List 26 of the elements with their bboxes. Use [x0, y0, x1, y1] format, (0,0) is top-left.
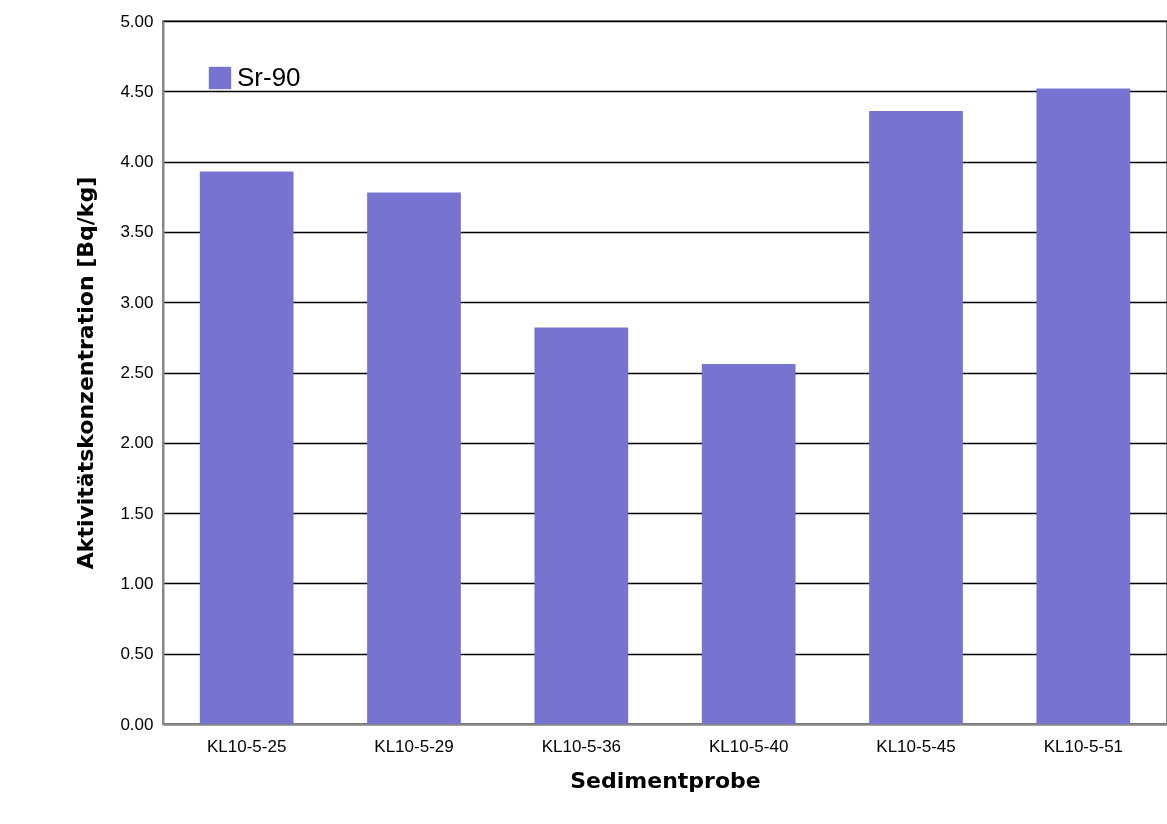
bar — [1036, 88, 1131, 724]
x-tick-label: KL10-5-51 — [1043, 736, 1124, 756]
y-tick-label: 2.00 — [120, 433, 154, 453]
x-tick-label: KL10-5-40 — [708, 736, 789, 756]
y-tick-label: 1.50 — [120, 503, 154, 523]
bar — [367, 192, 461, 724]
x-tick-label: KL10-5-29 — [374, 736, 454, 756]
y-tick-label: 0.00 — [120, 714, 154, 734]
x-tick-label: KL10-5-25 — [206, 736, 287, 756]
x-tick-label: KL10-5-45 — [876, 736, 956, 756]
y-tick-label: 4.50 — [120, 81, 154, 101]
bar — [199, 171, 294, 724]
y-tick-label: 1.00 — [120, 573, 154, 593]
y-tick-label: 4.00 — [120, 152, 154, 172]
legend-label: Sr-90 — [237, 62, 301, 92]
bar — [701, 364, 796, 724]
x-tick-label: KL10-5-36 — [541, 736, 622, 756]
bar — [869, 110, 963, 724]
bar — [534, 327, 629, 724]
y-tick-label: 5.00 — [120, 11, 154, 31]
y-tick-label: 3.50 — [120, 222, 154, 242]
x-axis-title: Sedimentprobe — [570, 767, 761, 793]
y-tick-label: 3.00 — [120, 292, 154, 312]
y-tick-label: 0.50 — [120, 644, 154, 664]
y-axis-title: Aktivitätskonzentration [Bq/kg] — [73, 176, 99, 570]
y-tick-label: 2.50 — [120, 363, 154, 382]
